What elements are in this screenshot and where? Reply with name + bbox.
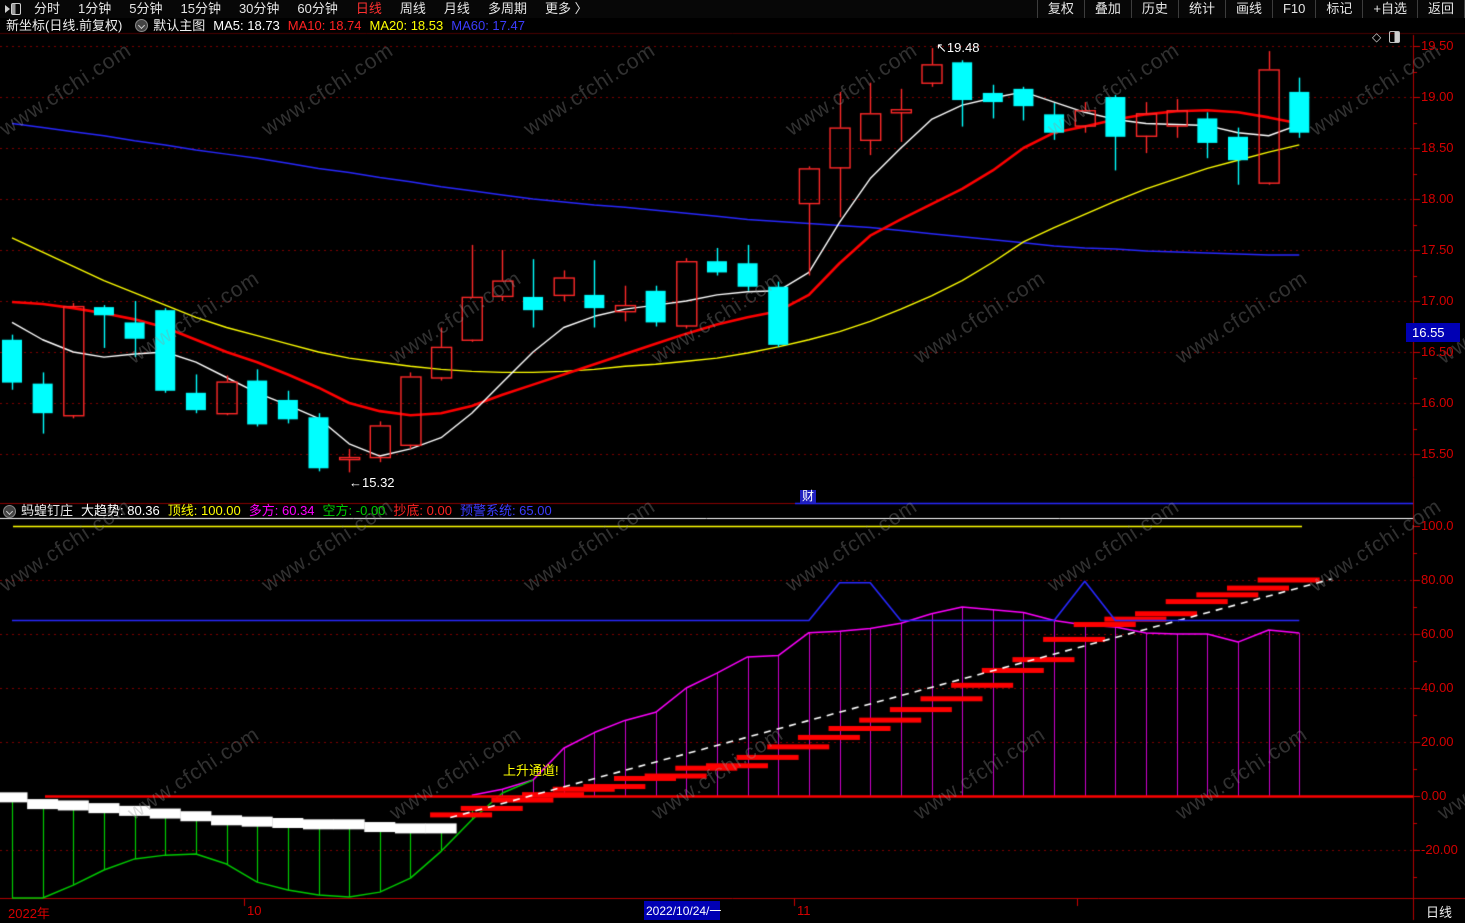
- overlay-label[interactable]: 默认主图: [153, 18, 206, 33]
- toolbar-button-画线[interactable]: 画线: [1224, 0, 1272, 18]
- toolbar-item-周线[interactable]: 周线: [399, 1, 426, 16]
- indicator-legend-item: 空方: -0.00: [322, 503, 386, 518]
- period-menu: 分时 1分钟 5分钟 15分钟 30分钟 60分钟 日线 周线 月线 多周期 更多 〉: [0, 0, 597, 18]
- toolbar-button-统计[interactable]: 统计: [1177, 0, 1225, 18]
- indicator-legend-item: 抄底: 0.00: [393, 503, 452, 518]
- toolbar-item-更多 〉[interactable]: 更多 〉: [544, 1, 588, 16]
- indicator-legend-item: 顶线: 100.00: [167, 503, 241, 518]
- toolbar-item-60分钟[interactable]: 60分钟: [297, 1, 338, 16]
- indicator-legend-item: 蚂蝗钉庄: [21, 503, 74, 518]
- ma-values: MA5: 18.73 MA10: 18.74 MA20: 18.53 MA60: 17…: [213, 18, 533, 33]
- ma-value-label: MA10: 18.74: [287, 18, 362, 33]
- toolbar-item-30分钟[interactable]: 30分钟: [238, 1, 280, 16]
- chevron-down-icon[interactable]: [3, 504, 16, 518]
- indicator-legend-items: 蚂蝗钉庄 大趋势: 80.36 顶线: 100.00 多方: 60.34 空方: -0.…: [21, 504, 560, 518]
- ma-value-label: MA60: 17.47: [451, 18, 525, 33]
- top-toolbar: 分时 1分钟 5分钟 15分钟 30分钟 60分钟 日线 周线 月线 多周期 更多 〉 复权 叠加 历史…: [0, 0, 1465, 18]
- toolbar-button-标记[interactable]: 标记: [1315, 0, 1362, 18]
- chart-title: 新坐标(日线.前复权): [6, 18, 123, 33]
- split-panel-icon[interactable]: [1389, 31, 1401, 43]
- toolbar-item-多周期[interactable]: 多周期: [487, 1, 527, 16]
- toolbar-item-15分钟[interactable]: 15分钟: [180, 1, 221, 16]
- indicator-legend-item: 多方: 60.34: [248, 503, 315, 518]
- toolbar-item-月线[interactable]: 月线: [443, 1, 470, 16]
- toolbar-item-1分钟[interactable]: 1分钟: [78, 1, 112, 16]
- chevron-down-icon[interactable]: [135, 19, 149, 32]
- collapse-panel-icon[interactable]: [5, 3, 21, 15]
- toolbar-button-叠加[interactable]: 叠加: [1083, 0, 1131, 18]
- indicator-legend-item: 大趋势: 80.36: [81, 503, 160, 518]
- toolbar-button-F10[interactable]: F10: [1271, 0, 1315, 18]
- toolbar-item-分时[interactable]: 分时: [34, 1, 61, 16]
- period-menu-items: 分时 1分钟 5分钟 15分钟 30分钟 60分钟 日线 周线 月线 多周期 更多 〉: [25, 0, 597, 18]
- toolbar-item-5分钟[interactable]: 5分钟: [129, 1, 163, 16]
- toolbar-button-复权[interactable]: 复权: [1036, 0, 1084, 18]
- indicator-legend-bar: 蚂蝗钉庄 大趋势: 80.36 顶线: 100.00 多方: 60.34 空方: -0.…: [0, 504, 1410, 518]
- chart-corner-icons: ◇: [1372, 30, 1401, 44]
- toolbar-button-历史[interactable]: 历史: [1130, 0, 1178, 18]
- ma-value-label: MA20: 18.53: [369, 18, 444, 33]
- toolbar-button-返回[interactable]: 返回: [1416, 0, 1465, 18]
- toolbar-actions: 复权 叠加 历史 统计 画线 F10 标记 +自选 返回: [1036, 0, 1465, 18]
- diamond-icon[interactable]: ◇: [1372, 30, 1382, 44]
- toolbar-item-日线[interactable]: 日线: [355, 1, 382, 16]
- ma-value-label: MA5: 18.73: [213, 18, 280, 33]
- main-chart-info-bar: 新坐标(日线.前复权) 默认主图 MA5: 18.73 MA10: 18.74 MA…: [0, 18, 1465, 33]
- toolbar-button-+自选[interactable]: +自选: [1362, 0, 1417, 18]
- indicator-legend-item: 预警系统: 65.00: [459, 503, 552, 518]
